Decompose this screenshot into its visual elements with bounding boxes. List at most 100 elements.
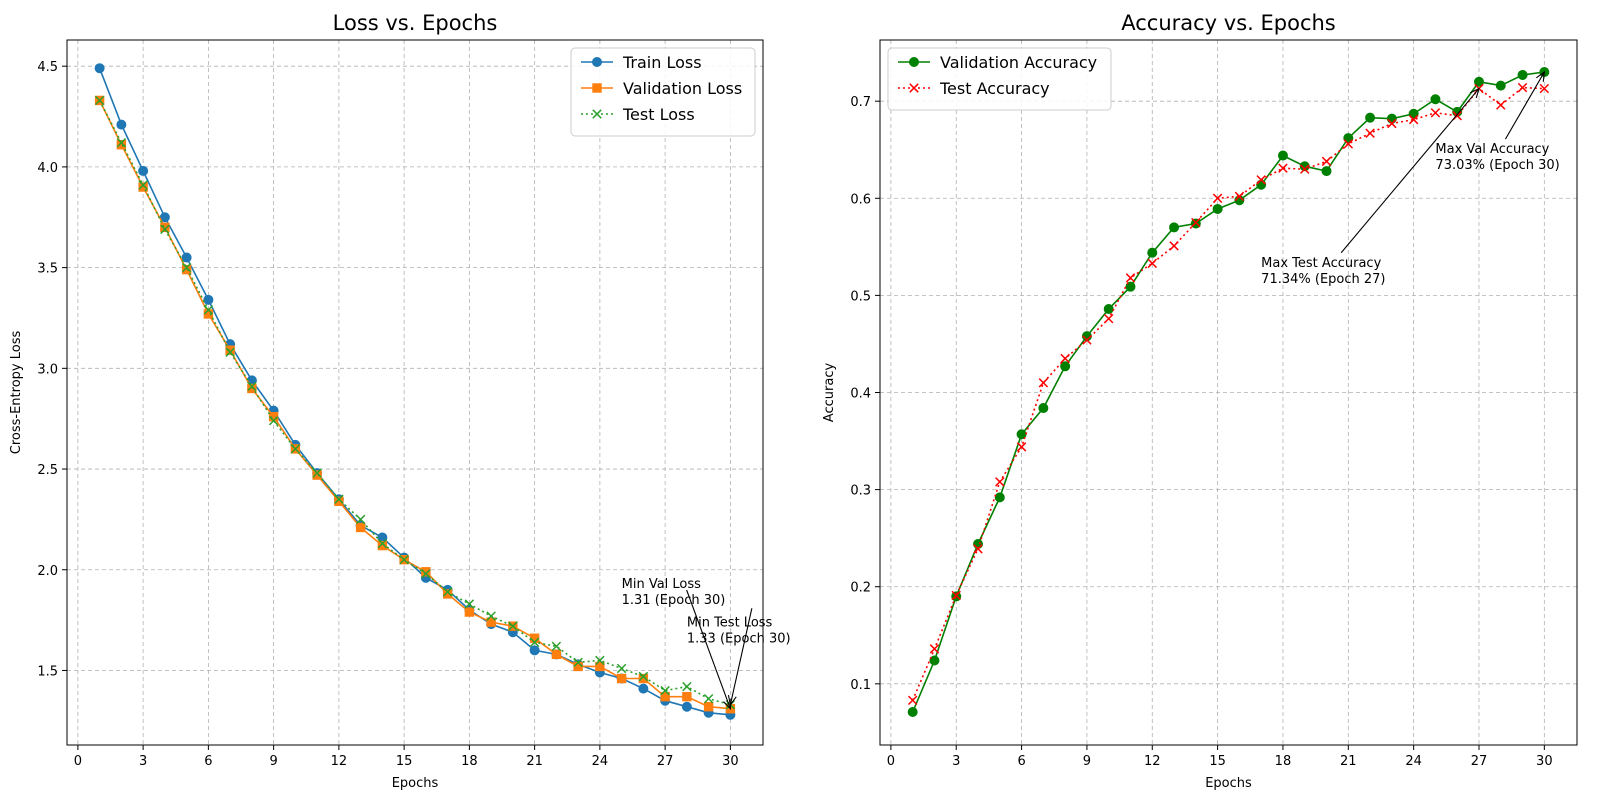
data-point (1496, 100, 1506, 110)
data-point (247, 383, 257, 394)
data-point (160, 224, 170, 235)
accuracy-chart: 0 3 6 9 12 15 18 21 24 27 30 0.1 0.2 0.3 0.4 0.5 0.6 0.7 M… (822, 11, 1578, 791)
data-point (268, 411, 279, 422)
data-point (203, 294, 214, 305)
y-tick-label: 3.0 (37, 362, 58, 377)
data-point (116, 119, 127, 130)
x-tick-label: 6 (1017, 754, 1025, 769)
data-point (551, 641, 562, 652)
data-point (486, 617, 496, 627)
data-point (1125, 281, 1136, 292)
data-point (138, 165, 149, 176)
y-tick-label: 1.5 (37, 664, 58, 679)
legend-label: Train Loss (622, 53, 702, 72)
data-point (1016, 442, 1027, 452)
data-point (1234, 191, 1245, 202)
data-point (1277, 150, 1288, 161)
data-point (508, 621, 518, 631)
x-tick-label: 3 (139, 754, 147, 769)
data-point (573, 657, 583, 668)
data-point (1169, 241, 1179, 251)
data-point (225, 347, 235, 357)
legend-marker (592, 57, 602, 67)
annotation-value: 71.34% (Epoch 27) (1261, 272, 1385, 287)
data-point (638, 683, 649, 694)
x-tick-label: 0 (74, 754, 82, 769)
series-line-1 (98, 100, 731, 710)
data-point (116, 140, 127, 150)
data-point (247, 381, 257, 392)
data-point (951, 590, 961, 601)
y-tick-label: 0.7 (850, 95, 871, 110)
data-point (1060, 361, 1071, 372)
data-point (1365, 128, 1375, 138)
annotation-label: Max Val Accuracy (1435, 142, 1549, 157)
data-point (355, 522, 366, 533)
annotation-value: 73.03% (Epoch 30) (1435, 158, 1559, 173)
data-point (1343, 133, 1354, 144)
data-point (1147, 247, 1158, 258)
y-tick-label: 0.6 (850, 192, 871, 207)
data-point (334, 496, 344, 506)
data-point (994, 492, 1005, 503)
loss-chart: 0 3 6 9 12 15 18 21 24 27 30 1.5 2.0 2.5 3.0 3.5 4.0 4.5 M… (9, 11, 791, 791)
data-point (334, 494, 344, 504)
legend-box (570, 47, 756, 137)
x-tick-label: 30 (722, 754, 739, 769)
data-point (1212, 193, 1223, 204)
data-point (1430, 108, 1441, 118)
data-point (203, 305, 214, 315)
x-axis-label: Epochs (1205, 776, 1252, 791)
x-tick-label: 12 (1144, 754, 1161, 769)
x-tick-label: 24 (1405, 754, 1422, 769)
data-point (681, 701, 692, 712)
data-point (929, 644, 940, 654)
data-point (464, 607, 475, 617)
data-point (1495, 80, 1506, 91)
data-point (1408, 108, 1419, 119)
data-point (595, 661, 605, 672)
data-point (442, 587, 453, 597)
annotation-arrow (729, 608, 753, 705)
data-point (181, 264, 192, 275)
x-tick-label: 15 (396, 754, 413, 769)
legend-label: Validation Accuracy (940, 53, 1097, 72)
data-point (551, 649, 562, 660)
data-point (1365, 112, 1376, 123)
data-point (377, 540, 388, 551)
annotation-value: 1.31 (Epoch 30) (622, 593, 726, 608)
legend-marker (909, 57, 919, 67)
y-tick-label: 4.0 (37, 161, 58, 176)
x-tick-label: 9 (269, 754, 277, 769)
annotation-arrowhead (1536, 70, 1546, 82)
legend-marker (592, 109, 602, 119)
data-point (703, 693, 714, 704)
y-axis-label: Accuracy (822, 363, 837, 423)
chart-title: Loss vs. Epochs (333, 11, 498, 35)
y-tick-label: 2.0 (37, 564, 58, 579)
data-point (616, 673, 627, 684)
data-point (616, 663, 627, 674)
data-point (995, 477, 1005, 487)
data-point (1473, 76, 1484, 87)
data-point (703, 702, 714, 712)
y-axis-label: Cross-Entropy Loss (9, 331, 24, 455)
data-point (929, 655, 940, 666)
data-point (1191, 217, 1201, 228)
data-point (682, 691, 692, 702)
data-point (1038, 403, 1049, 414)
data-point (421, 569, 431, 579)
data-point (907, 706, 918, 717)
data-point (638, 671, 649, 682)
data-point (1125, 273, 1136, 283)
annotation-arrowhead (727, 694, 737, 707)
data-point (1082, 335, 1092, 345)
annotation-value: 1.33 (Epoch 30) (687, 631, 791, 646)
legend-label: Test Loss (622, 105, 695, 124)
legend-label: Test Accuracy (939, 79, 1050, 98)
x-tick-label: 21 (1340, 754, 1357, 769)
annotation-label: Min Test Loss (687, 615, 773, 630)
plot-frame (879, 39, 1578, 746)
x-tick-label: 30 (1536, 754, 1553, 769)
data-point (138, 182, 148, 192)
